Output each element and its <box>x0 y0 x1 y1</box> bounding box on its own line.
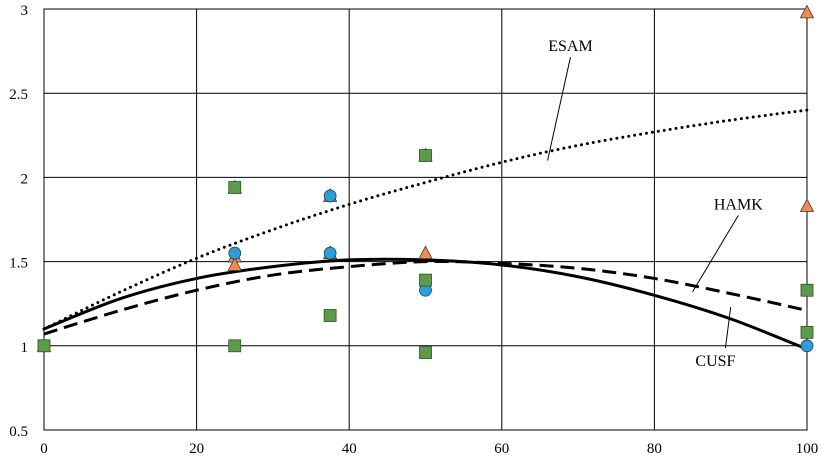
tick-labels: 0 20 40 60 80 100 0.5 1 1.5 2 2.5 3 <box>9 3 818 457</box>
y-tick-label: 3 <box>21 3 29 19</box>
grid <box>43 8 808 431</box>
circle-marker <box>323 189 337 203</box>
circle-marker <box>228 246 242 260</box>
x-tick-label: 60 <box>494 441 509 457</box>
circle-marker <box>800 339 814 353</box>
square-marker <box>228 181 242 194</box>
data-markers <box>36 4 815 359</box>
square-marker <box>419 149 432 162</box>
y-tick-label: 2 <box>21 171 29 187</box>
y-tick-label: 1 <box>21 340 29 356</box>
triangle-marker <box>227 257 242 271</box>
line-hamk <box>43 259 808 336</box>
triangle-marker <box>418 245 433 260</box>
square-marker <box>419 346 432 359</box>
square-marker <box>37 339 51 353</box>
circle-marker <box>323 246 337 260</box>
plot-frame <box>43 8 808 431</box>
triangle-marker <box>799 4 815 19</box>
annotation-leader <box>547 56 571 161</box>
annotation-leader <box>692 215 739 293</box>
x-tick-label: 0 <box>40 441 48 457</box>
annotation-leader <box>724 307 732 349</box>
square-marker <box>228 339 242 353</box>
square-marker <box>419 273 432 287</box>
x-tick-label: 80 <box>647 441 662 457</box>
square-marker <box>800 283 814 297</box>
square-marker <box>323 309 337 322</box>
triangle-marker <box>799 198 815 212</box>
x-tick-label: 40 <box>342 441 357 457</box>
annotation-cusf: CUSF <box>695 353 735 370</box>
annotation-hamk: HAMK <box>714 196 763 213</box>
annotations: ESAM HAMK CUSF <box>547 38 763 370</box>
x-tick-label: 20 <box>189 441 204 457</box>
y-tick-label: 1.5 <box>9 256 28 272</box>
annotation-esam: ESAM <box>548 38 592 55</box>
y-tick-label: 2.5 <box>9 87 28 103</box>
y-tick-label: 0.5 <box>9 424 28 440</box>
trend-lines <box>42 108 809 351</box>
line-cusf <box>43 257 808 351</box>
square-marker <box>800 325 814 339</box>
x-tick-label: 100 <box>796 441 819 457</box>
